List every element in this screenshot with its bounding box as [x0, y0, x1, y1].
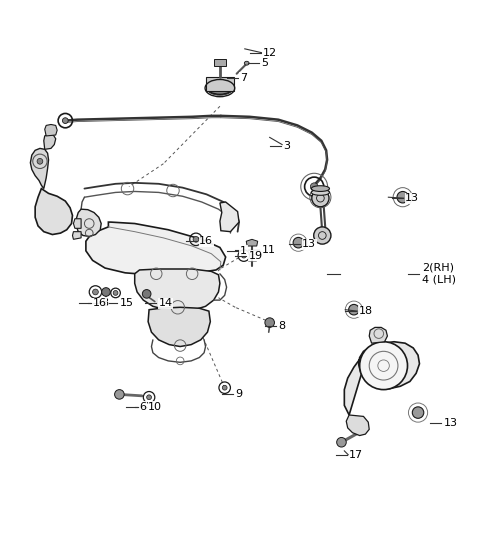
Circle shape	[241, 253, 246, 258]
Polygon shape	[76, 209, 101, 237]
Text: 10: 10	[148, 402, 162, 412]
Text: 7: 7	[240, 73, 247, 82]
Text: 8: 8	[101, 298, 108, 308]
Polygon shape	[246, 239, 258, 246]
Circle shape	[265, 318, 275, 328]
Text: 16: 16	[93, 299, 107, 308]
Polygon shape	[346, 415, 369, 436]
Circle shape	[113, 291, 118, 295]
Text: 3: 3	[283, 140, 290, 151]
Circle shape	[412, 407, 424, 419]
Text: 12: 12	[263, 48, 277, 58]
Ellipse shape	[312, 189, 329, 195]
Polygon shape	[220, 202, 239, 232]
Polygon shape	[30, 148, 48, 189]
Circle shape	[115, 390, 124, 399]
Text: 5: 5	[262, 58, 268, 68]
Text: 9: 9	[235, 390, 242, 399]
Circle shape	[311, 183, 318, 190]
Circle shape	[147, 395, 152, 400]
Circle shape	[193, 237, 199, 242]
Circle shape	[102, 288, 110, 296]
Circle shape	[293, 237, 304, 248]
Text: 19: 19	[249, 251, 263, 260]
Circle shape	[336, 437, 346, 447]
Circle shape	[143, 289, 151, 298]
Polygon shape	[214, 59, 226, 66]
Text: 17: 17	[349, 450, 363, 459]
Text: 13: 13	[302, 239, 316, 249]
Text: 1: 1	[240, 246, 247, 256]
Circle shape	[222, 385, 227, 390]
Polygon shape	[73, 219, 81, 228]
Circle shape	[314, 227, 331, 244]
Text: 13: 13	[405, 193, 419, 203]
Circle shape	[397, 192, 408, 203]
Polygon shape	[344, 342, 420, 415]
Circle shape	[37, 158, 43, 164]
Polygon shape	[44, 134, 56, 150]
Circle shape	[312, 189, 329, 207]
Polygon shape	[148, 307, 210, 346]
Text: 11: 11	[262, 245, 276, 255]
Ellipse shape	[244, 61, 249, 65]
Text: 13: 13	[444, 418, 457, 428]
Text: 18: 18	[359, 306, 373, 316]
Ellipse shape	[207, 81, 233, 95]
Circle shape	[348, 305, 359, 315]
Text: 6: 6	[140, 402, 146, 412]
Ellipse shape	[207, 80, 233, 94]
Text: 8: 8	[278, 321, 286, 331]
Text: 14: 14	[158, 299, 173, 308]
Polygon shape	[369, 328, 387, 343]
Ellipse shape	[312, 186, 329, 192]
Polygon shape	[35, 189, 72, 235]
Text: 16: 16	[199, 236, 213, 246]
Polygon shape	[45, 124, 57, 136]
Text: 2(RH)
4 (LH): 2(RH) 4 (LH)	[422, 263, 456, 285]
Circle shape	[93, 289, 98, 295]
Polygon shape	[135, 269, 220, 311]
Circle shape	[360, 342, 408, 390]
Polygon shape	[72, 232, 81, 239]
Polygon shape	[205, 76, 234, 91]
Text: 15: 15	[120, 299, 133, 308]
Circle shape	[62, 118, 68, 124]
Polygon shape	[86, 222, 226, 275]
